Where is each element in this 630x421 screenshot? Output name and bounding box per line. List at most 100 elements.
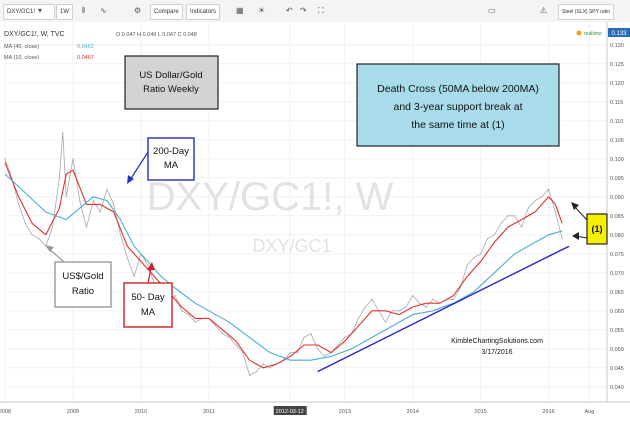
x-tick-label: 2015 xyxy=(475,409,487,415)
series-point xyxy=(221,333,224,335)
series-point xyxy=(554,211,557,213)
y-tick-label: 0.045 xyxy=(610,366,624,372)
watchlist-label[interactable]: Steel (SLX) SPY ratio xyxy=(558,4,614,20)
legend-symbol: DXY/GC1!, W, TVC xyxy=(4,31,65,38)
x-tick-label: Aug xyxy=(585,409,595,415)
series-point xyxy=(194,321,196,323)
series-point xyxy=(316,348,319,350)
y-tick-label: 0.065 xyxy=(610,290,624,296)
t-ratio-line-0: US$/Gold xyxy=(62,271,103,282)
t-death-line-2: the same time at (1) xyxy=(411,119,504,131)
t-death-line-0: Death Cross (50MA below 200MA) xyxy=(377,83,539,95)
x-tick-highlight xyxy=(273,406,307,415)
idea-icon[interactable]: ☀ xyxy=(258,6,266,15)
series-point xyxy=(99,211,101,213)
series-point xyxy=(119,234,122,236)
t-title-line-0: US Dollar/Gold xyxy=(139,70,202,81)
series-point xyxy=(31,234,33,236)
y-tick-label: 0.075 xyxy=(610,252,624,258)
series-point xyxy=(344,336,346,338)
series-point xyxy=(405,306,407,308)
y-tick-label: 0.110 xyxy=(610,119,623,125)
series-point xyxy=(58,177,60,179)
series-point xyxy=(174,295,176,297)
t-death-line-1: and 3-year support break at xyxy=(394,101,523,113)
toolbar: DXY/GC1! ▾ 1W ⫴ ∿ ⚙ Compare Indicators ▦… xyxy=(0,0,630,23)
compare-button[interactable]: Compare xyxy=(150,4,183,20)
series-line-3 xyxy=(317,245,570,373)
series-point xyxy=(262,363,264,365)
series-point xyxy=(255,371,258,373)
template-icon[interactable]: ▦ xyxy=(236,6,244,15)
series-point xyxy=(412,295,414,297)
interval-button[interactable]: 1W xyxy=(56,4,73,20)
marker-box xyxy=(586,213,608,245)
x-tick-label: 2011 xyxy=(203,409,215,415)
series-point xyxy=(452,298,455,300)
series-point xyxy=(187,314,190,316)
layout-icon[interactable]: ▭ xyxy=(488,6,496,15)
ratio-arrow-head xyxy=(45,245,54,252)
series-point xyxy=(181,310,183,312)
y-tick-label: 0.125 xyxy=(610,62,624,68)
series-point xyxy=(473,257,475,259)
series-point xyxy=(323,355,325,357)
y-tick-label: 0.055 xyxy=(610,328,624,334)
series-point xyxy=(480,253,482,255)
series-1 xyxy=(4,162,563,369)
indicators-button[interactable]: Indicators xyxy=(186,4,221,20)
series-point xyxy=(235,344,237,346)
symbol-input[interactable]: DXY/GC1! xyxy=(3,4,55,20)
series-point xyxy=(459,287,461,289)
series-point xyxy=(507,215,509,217)
fullscreen-icon[interactable]: ⛶ xyxy=(318,6,324,15)
series-point xyxy=(514,215,516,217)
ratio-callout-label: US$/Gold Ratio xyxy=(62,271,103,297)
series-point xyxy=(493,234,495,236)
series-point xyxy=(113,203,115,205)
series-point xyxy=(384,321,387,323)
alert-icon[interactable]: ⚠ xyxy=(540,6,548,15)
series-point xyxy=(133,276,135,278)
x-axis: 2008 2009 2010 2011 2012-03-12 2013 2014 2015 20… xyxy=(0,406,594,415)
series-point xyxy=(310,333,312,335)
gear-icon[interactable]: ⚙ xyxy=(134,6,142,15)
series-point xyxy=(106,188,108,190)
bar-style-icon[interactable]: ⫴ xyxy=(82,6,86,15)
ma200-callout-label: 200-Day MA xyxy=(153,146,189,171)
x-tick-label: 2012-03-12 xyxy=(276,409,304,415)
ma200-arrow xyxy=(129,151,149,181)
ma50-arrow xyxy=(147,267,152,284)
series-point xyxy=(527,207,529,209)
series-point xyxy=(72,158,74,160)
series-point xyxy=(486,238,489,240)
title-box xyxy=(124,55,219,110)
chevron-down-icon[interactable]: ▾ xyxy=(38,6,43,15)
y-tick-label: 0.080 xyxy=(610,233,624,239)
legend-ma10-value: 0.0467 xyxy=(77,55,94,61)
series-point xyxy=(38,238,40,240)
y-tick-label: 0.090 xyxy=(610,195,624,201)
y-tick-label: 0.130 xyxy=(610,43,624,49)
series-point xyxy=(520,226,523,228)
x-tick-label: 2008 xyxy=(0,409,11,415)
y-tick-label: 0.115 xyxy=(610,100,623,106)
death-cross-label: Death Cross (50MA below 200MA) and 3-year… xyxy=(377,83,539,131)
legend-ohlc: O 0.047 H 0.049 L 0.047 C 0.048 xyxy=(116,32,197,38)
series-point xyxy=(289,352,292,354)
marker-arrow-upper-head xyxy=(571,202,579,210)
y-tick-label: 0.085 xyxy=(610,214,624,220)
series-point xyxy=(17,203,20,205)
series-point xyxy=(561,238,563,240)
undo-icon[interactable]: ↶ xyxy=(286,6,293,15)
x-tick-label: 2010 xyxy=(135,409,147,415)
series-point xyxy=(126,257,128,259)
redo-icon[interactable]: ↷ xyxy=(300,6,307,15)
legend-ma40-value: 0.0462 xyxy=(77,44,94,50)
series-point xyxy=(228,336,230,338)
series-point xyxy=(24,222,26,224)
series-3 xyxy=(317,245,570,373)
line-style-icon[interactable]: ∿ xyxy=(100,6,107,15)
